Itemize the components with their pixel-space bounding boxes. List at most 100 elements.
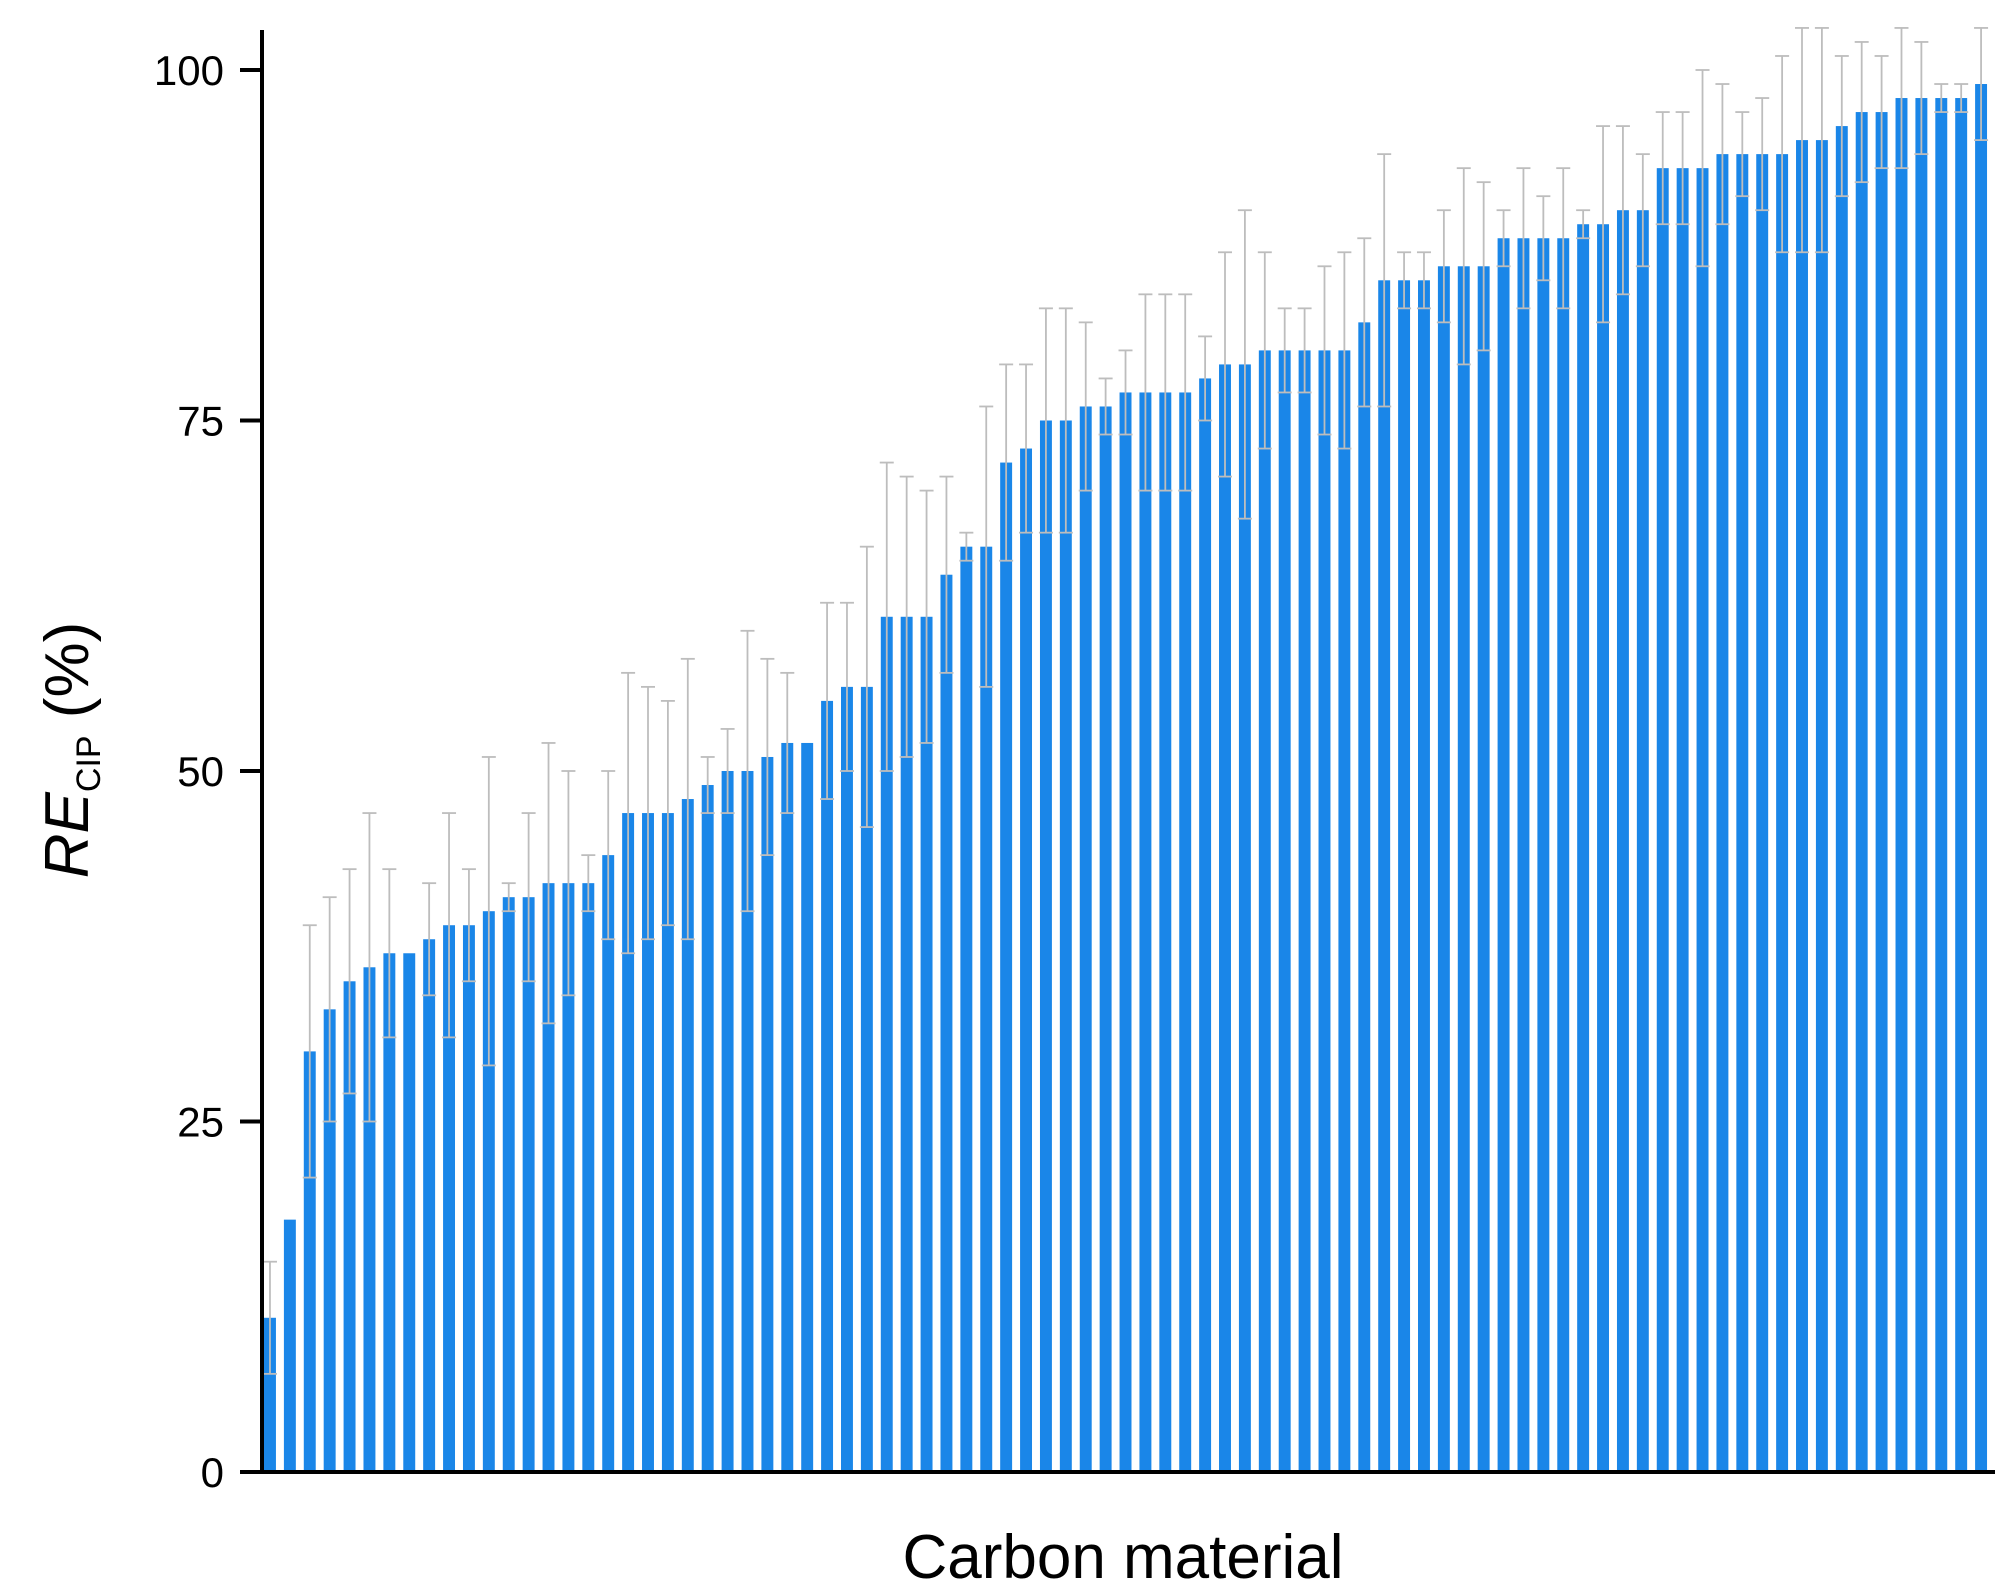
y-tick-label: 25: [177, 1099, 224, 1146]
bar: [283, 1219, 296, 1472]
error-bar: [342, 868, 357, 1095]
error-bar: [1317, 265, 1332, 436]
error-bar: [302, 924, 317, 1179]
error-bar: [1357, 237, 1372, 408]
error-bar: [601, 770, 616, 941]
error-bar: [1476, 181, 1491, 352]
error-bar: [1416, 251, 1431, 310]
error-bar: [820, 601, 835, 800]
bar: [1238, 364, 1251, 1472]
error-bar: [461, 868, 476, 983]
error-bar: [1854, 41, 1869, 184]
bar: [323, 1009, 336, 1472]
bar: [761, 756, 774, 1472]
bar: [1437, 266, 1450, 1472]
bar: [1298, 350, 1311, 1472]
y-axis-title-main: RE: [33, 791, 102, 878]
bar: [1835, 126, 1848, 1473]
error-bar: [1138, 293, 1153, 492]
y-tick-label: 0: [201, 1449, 224, 1496]
error-bar: [521, 812, 536, 983]
error-bar: [322, 896, 337, 1123]
bar: [1457, 266, 1470, 1472]
error-bar: [561, 770, 576, 997]
bar: [403, 953, 416, 1472]
error-bar: [501, 882, 516, 913]
bar: [940, 574, 953, 1472]
error-bar: [1615, 125, 1630, 296]
bar: [1975, 84, 1988, 1472]
error-bar: [581, 854, 596, 913]
bar: [1020, 448, 1033, 1472]
bar: [920, 616, 933, 1472]
error-bar: [1576, 209, 1591, 240]
error-bar: [1218, 251, 1232, 478]
bar: [363, 967, 376, 1472]
bar: [1497, 238, 1510, 1473]
y-tick-label: 75: [177, 398, 224, 445]
bar: [562, 883, 575, 1472]
bar: [482, 911, 495, 1472]
error-bar: [1536, 195, 1551, 282]
bar: [1875, 112, 1888, 1472]
y-tick-label: 100: [154, 47, 224, 94]
error-bar: [541, 742, 556, 1025]
error-bar: [1019, 363, 1034, 534]
y-axis-title: RECIP (%): [33, 622, 108, 878]
error-bar: [1516, 167, 1531, 310]
error-bar: [720, 728, 735, 814]
bar: [1139, 392, 1152, 1473]
bar: [1696, 168, 1709, 1472]
bar: [1676, 168, 1689, 1472]
error-bar: [1556, 167, 1571, 310]
error-bar: [1596, 125, 1611, 324]
error-bar: [422, 882, 437, 997]
bar: [1577, 224, 1590, 1473]
bar: [642, 813, 654, 1472]
bar: [343, 981, 356, 1472]
error-bar: [979, 405, 994, 688]
bar: [781, 742, 794, 1472]
bar: [1776, 154, 1789, 1472]
error-bar: [1178, 293, 1193, 492]
error-bar: [1695, 69, 1710, 268]
error-bar: [1874, 55, 1889, 170]
error-bar: [1277, 307, 1292, 394]
bar: [900, 616, 913, 1472]
bar: [502, 897, 515, 1472]
error-bar: [1297, 307, 1312, 394]
bar: [1199, 378, 1212, 1473]
error-bar: [959, 531, 974, 562]
bar: [423, 939, 436, 1472]
error-bar: [1635, 153, 1650, 268]
bar: [1597, 224, 1610, 1473]
bar: [1000, 462, 1013, 1472]
x-axis-title: Carbon material: [902, 1523, 1343, 1592]
error-bar: [899, 475, 914, 758]
bar: [1517, 238, 1530, 1473]
bar: [622, 813, 635, 1472]
bar: [1477, 266, 1490, 1472]
bar: [443, 925, 456, 1472]
error-bar: [919, 489, 934, 744]
bar: [1358, 322, 1371, 1472]
bar: [1915, 98, 1928, 1472]
bar: [1278, 350, 1291, 1472]
bar: [1935, 98, 1948, 1472]
bar: [1119, 392, 1132, 1473]
error-bar: [1834, 55, 1849, 198]
bar: [1656, 168, 1669, 1472]
bar: [1338, 350, 1351, 1472]
error-bar: [999, 363, 1014, 562]
bar: [582, 883, 595, 1472]
error-bar: [1158, 293, 1173, 492]
error-bar: [641, 685, 655, 941]
bar: [1756, 154, 1769, 1472]
error-bar: [1655, 111, 1670, 226]
error-bar: [362, 812, 377, 1123]
y-axis-title-unit: (%): [33, 622, 102, 736]
bar: [1179, 392, 1192, 1473]
error-bar: [1496, 209, 1511, 268]
bar: [1099, 406, 1112, 1473]
